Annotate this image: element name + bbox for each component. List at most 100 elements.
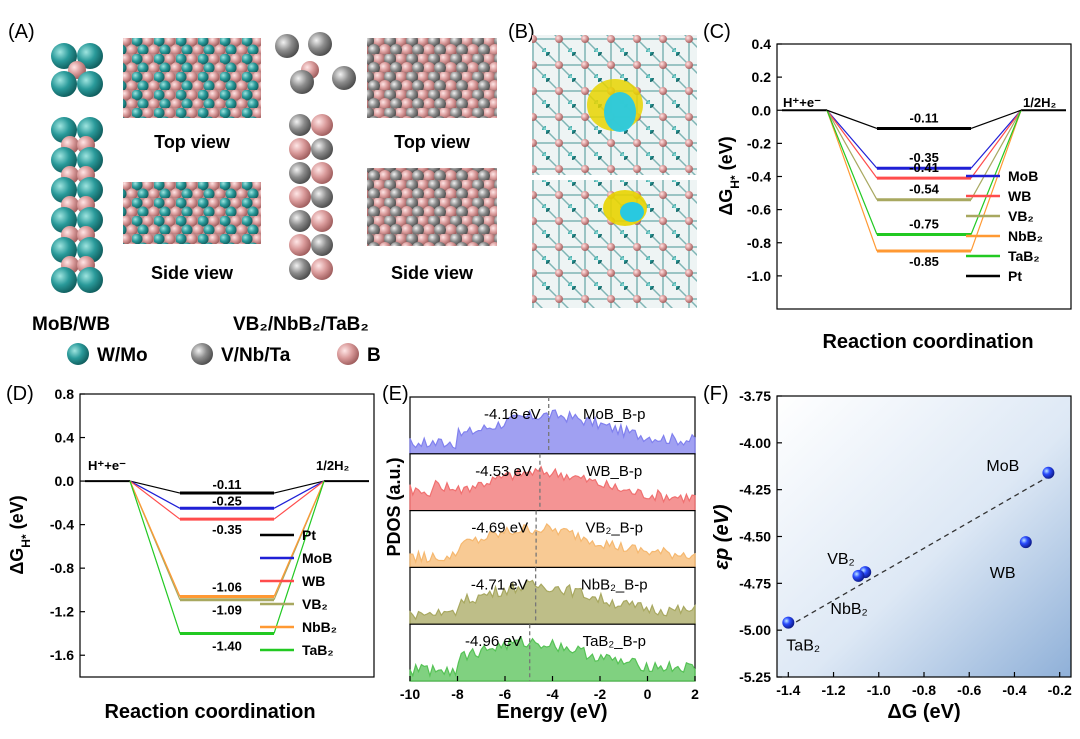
plot-c-xlabel: Reaction coordination [822,331,1033,353]
legend-label: TaB₂ [302,642,334,658]
x-tick-label: -0.2 [1048,682,1072,698]
plot-c-energy-levels [782,109,1066,253]
atom-b [311,162,333,184]
connector-TaB₂ [826,110,878,235]
panel-c: (C) 0.4 0.2 0.0 -0.2 -0.4 -0.6 -0.8 -1.0 ΔGH* (… [703,21,1072,353]
y-tick-label: 0.2 [752,69,772,85]
panel-letter-d: (D) [6,383,34,405]
x-tick-label: 0 [644,686,652,702]
legend-label: VB₂ [302,596,328,612]
atom-b [311,114,333,136]
panel-letter-e: (E) [382,383,409,405]
plot-f-frame [776,395,1072,678]
legend-swatch-wmo [67,343,89,365]
y-tick-label: -5.00 [739,622,771,638]
mob-wb-side-model [51,117,103,293]
vb2-top-view-label: Top view [394,132,471,152]
connector-Pt [273,480,325,494]
x-tick-label: -10 [400,686,420,702]
y-tick-label: -4.00 [739,435,771,451]
connector-WB [273,480,325,520]
legend-label: Pt [302,527,316,543]
plot-d-frame [79,393,375,678]
x-tick-label: -0.8 [912,682,936,698]
y-tick-label: -0.4 [50,517,74,533]
panel-letter-f: (F) [703,383,729,405]
band-center-label: -4.96 eV [465,633,522,650]
y-tick-label: -4.25 [739,482,771,498]
pdos-series-label: TaB₂_B-p [583,633,646,650]
pdos-curve-NbB₂_B-p [409,579,696,625]
connector-NbB₂ [970,110,1022,252]
atom-b [289,186,311,208]
point-label: NbB₂ [830,601,867,618]
band-center-label: -4.16 eV [484,406,541,423]
connector-WB [826,109,878,179]
pdos-series-label: WB_B-p [586,463,642,480]
panel-d: (D) 0.80.40.0-0.4-0.8-1.2-1.6 ΔGH* (eV) … [6,383,375,723]
atom-tm [77,267,103,293]
y-tick-label: -0.8 [50,560,74,576]
atom-b [289,234,311,256]
x-tick-label: -6 [499,686,512,702]
connector-WB [129,480,181,520]
connector-Pt [826,109,878,130]
charge-depletion-side-isosurface [620,202,644,222]
y-tick-label: -3.75 [739,388,771,404]
panel-b: (B) [508,21,697,308]
vb2-side-model [289,114,333,280]
y-tick-label: 0.0 [55,473,75,489]
y-tick-label: -1.0 [747,268,771,284]
pdos-row-3: -4.71 eV NbB₂_B-p [409,566,696,625]
legend-label: MoB [1008,168,1038,184]
plot-f-axes: -1.4 -1.2 -1.0 -0.8 -0.6 -0.4 -0.2 -3.75 -4.00 -4… [739,388,1072,698]
y-tick-label: -0.2 [747,135,771,151]
plot-e-x-axis: -10 -8 -6 -4 -2 0 2 [400,676,699,702]
plot-d-right-state: 1/2H₂ [316,458,349,473]
plot-e-xlabel: Energy (eV) [496,701,607,723]
connector-Pt [129,480,181,494]
atom-tm [289,258,311,280]
plot-d-y-axis: 0.8 0.4 0.0 -0.4 -0.8 -1.2 -1.6 [50,386,85,663]
plot-c-left-state: H⁺+e⁻ [783,95,821,110]
atom-tm [289,114,311,136]
pdos-row-2: -4.69 eV VB₂_B-p [409,510,696,569]
connector-TaB₂ [129,480,181,634]
pdos-curve-MoB_B-p [409,409,696,455]
mob-side-view-image [123,182,261,244]
y-tick-label: -4.75 [739,575,771,591]
pdos-series-label: NbB₂_B-p [581,576,648,593]
y-tick-label: -0.4 [747,169,771,185]
plot-c-legend: MoB WB VB₂ NbB₂ TaB₂ Pt [966,168,1043,284]
plot-d-xlabel: Reaction coordination [104,701,315,723]
legend-label: VB₂ [1008,208,1034,224]
atom-tm [311,186,333,208]
legend-label: MoB [302,550,332,566]
y-tick-label: -0.8 [747,235,771,251]
x-tick-label: -0.4 [1002,682,1026,698]
mob-top-view-label: Top view [154,132,231,152]
atom-b [311,210,333,232]
scatter-point-TaB₂ [782,616,795,629]
point-label: TaB₂ [786,638,820,655]
connector-TaB₂ [970,110,1022,235]
y-tick-label: 0.8 [55,386,75,402]
plot-d-left-state: H⁺+e⁻ [88,458,126,473]
panel-letter-b: (B) [508,21,535,43]
x-tick-label: -1.0 [867,682,891,698]
connector-VB₂ [826,109,878,200]
x-tick-label: -0.6 [957,682,981,698]
x-tick-label: -1.2 [821,682,845,698]
connector-TaB₂ [273,480,325,634]
atom-b [289,138,311,160]
connector-WB [970,109,1022,179]
pdos-curve-TaB₂_B-p [409,636,696,682]
connector-Pt [970,109,1022,130]
value-label: -0.35 [212,522,242,537]
pdos-series-label: MoB_B-p [583,406,646,423]
band-center-label: -4.53 eV [475,463,532,480]
panel-letter-a: (A) [8,21,35,43]
point-label: MoB [986,458,1019,475]
connector-VB₂ [970,109,1022,200]
value-label: -0.75 [909,216,939,231]
